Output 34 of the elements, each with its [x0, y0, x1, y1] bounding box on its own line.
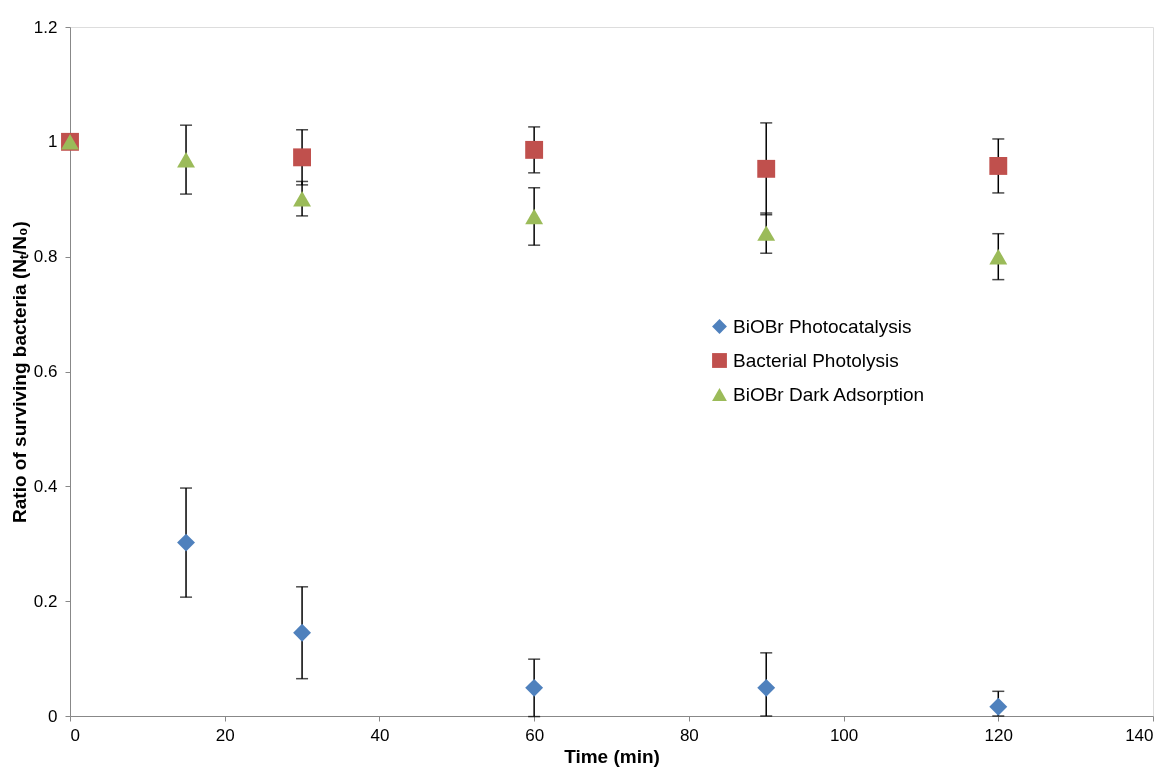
point	[177, 151, 195, 168]
legend-label: Bacterial Photolysis	[733, 349, 899, 371]
point	[293, 623, 312, 642]
point	[757, 159, 776, 178]
point	[989, 697, 1008, 716]
y-tick-label: 1.2	[33, 17, 58, 37]
point	[525, 678, 544, 697]
y-tick-label: 0.6	[33, 362, 58, 381]
point	[177, 533, 195, 552]
x-tick-label: 100	[829, 725, 859, 745]
point	[757, 225, 776, 241]
y-tick-label: 0.4	[33, 476, 58, 496]
point	[293, 190, 312, 207]
x-axis-title: Time (min)	[564, 745, 660, 767]
point	[989, 157, 1008, 175]
point	[757, 678, 776, 697]
y-tick-label: 1	[48, 132, 58, 152]
x-tick-label: 40	[370, 725, 390, 745]
y-tick-label: 0.2	[33, 591, 58, 611]
y-axis-title: Ratio of surviving bacteria (Nₜ/N₀)	[8, 221, 30, 523]
point	[525, 140, 544, 159]
legend-label: BiOBr Dark Adsorption	[733, 383, 925, 405]
x-tick-label: 0	[70, 725, 80, 745]
legend-label: BiOBr Photocatalysis	[733, 315, 912, 337]
x-tick-label: 80	[679, 725, 699, 745]
x-tick-label: 60	[525, 725, 545, 745]
x-tick-label: 120	[984, 725, 1013, 745]
point	[293, 148, 312, 167]
y-tick-label: 0	[48, 706, 58, 726]
y-tick-label: 0.8	[33, 247, 58, 267]
point	[525, 208, 544, 225]
x-tick-label: 140	[1125, 725, 1154, 745]
point	[989, 248, 1008, 265]
x-tick-label: 20	[215, 725, 235, 745]
